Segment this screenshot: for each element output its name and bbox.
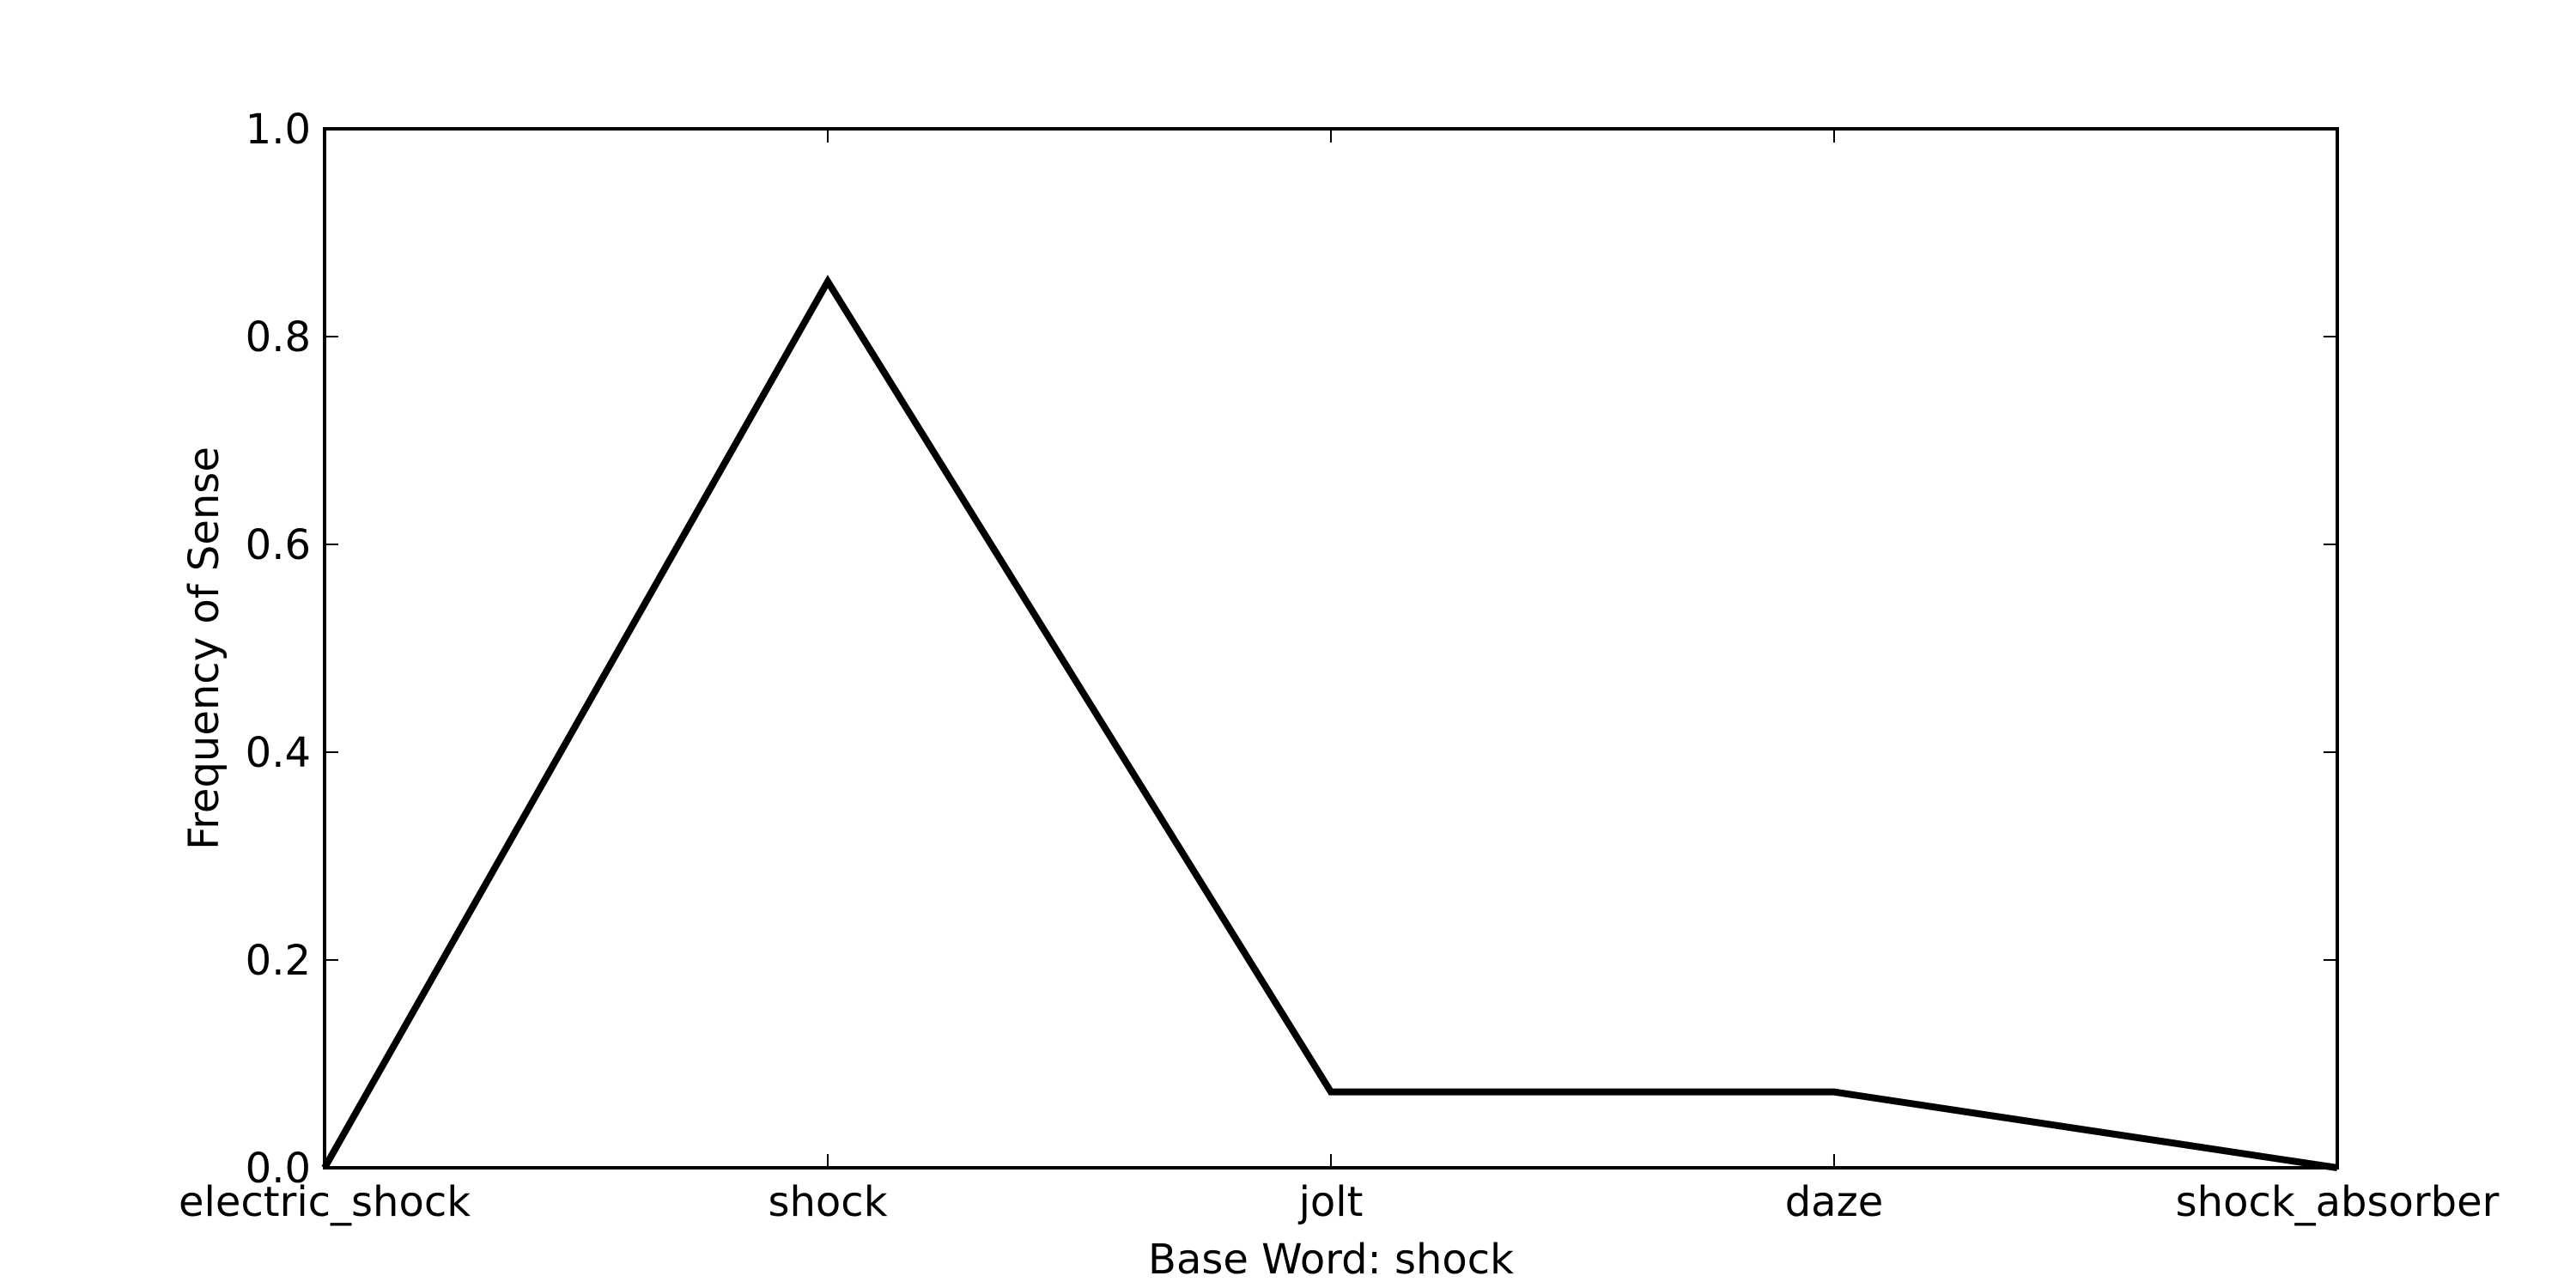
x-tick-label: daze [1785, 1178, 1884, 1226]
y-tick-label: 1.0 [246, 106, 311, 154]
y-tick-label: 0.0 [246, 1145, 311, 1193]
y-tick-label: 0.4 [246, 729, 311, 777]
plot-frame [323, 127, 2339, 1170]
y-tick-label: 0.8 [246, 313, 311, 361]
x-axis-label: Base Word: shock [1148, 1236, 1514, 1284]
y-tick-label: 0.6 [246, 521, 311, 569]
x-tick-label: jolt [1298, 1178, 1364, 1226]
x-tick-label: shock_absorber [2176, 1178, 2500, 1226]
x-tick-label: electric_shock [179, 1178, 471, 1226]
tick-labels: electric_shock shock jolt daze shock_absorbe… [179, 106, 2500, 1226]
y-axis-label: Frequency of Sense [180, 447, 228, 850]
x-tick-label: shock [769, 1178, 888, 1226]
y-tick-label: 0.2 [246, 937, 311, 985]
